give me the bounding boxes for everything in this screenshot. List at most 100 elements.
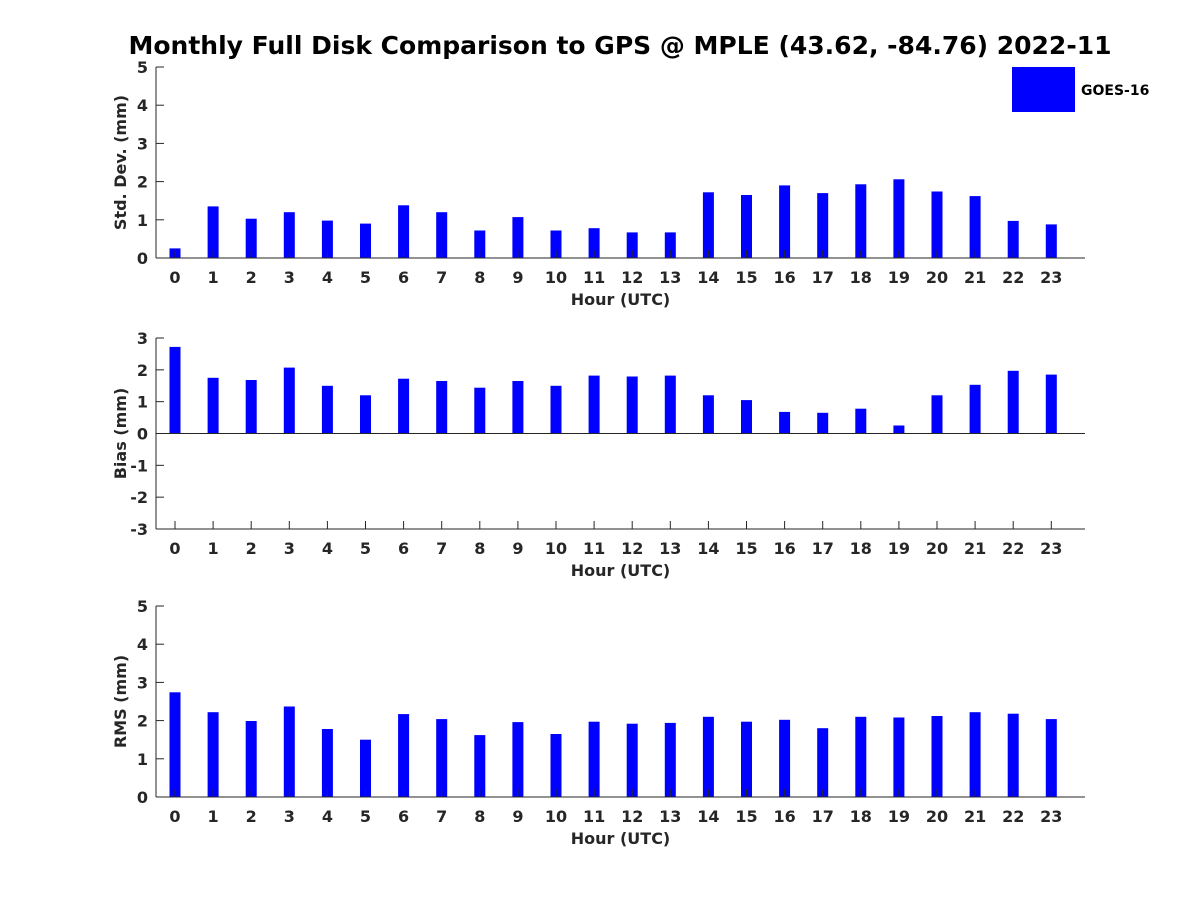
bias-bar-14: [702, 395, 714, 434]
rms-ytick-label-2: 2: [137, 712, 148, 731]
rms-bar-21: [969, 712, 981, 797]
bias-bar-15: [741, 400, 752, 434]
bias-bar-8: [474, 387, 486, 434]
bias-bar-17: [817, 412, 829, 434]
stddev-bar-14: [702, 192, 714, 258]
rms-y-label: RMS (mm): [111, 655, 130, 748]
rms-xtick-label-18: 18: [850, 807, 872, 826]
bias-xtick-label-21: 21: [964, 539, 986, 558]
bias-xtick-label-11: 11: [583, 539, 605, 558]
bias-bar-18: [855, 408, 867, 434]
bias-ytick-label-3: 3: [137, 329, 148, 348]
rms-bar-22: [1007, 713, 1019, 797]
stddev-bar-20: [931, 191, 943, 258]
rms-bar-4: [321, 729, 333, 797]
rms-bar-12: [626, 723, 638, 797]
bias-xtick-label-6: 6: [398, 539, 409, 558]
rms-xtick-label-2: 2: [246, 807, 257, 826]
rms-bar-18: [855, 716, 867, 797]
bias-bar-0: [169, 346, 181, 434]
rms-bar-13: [664, 722, 676, 797]
rms-xtick-label-6: 6: [398, 807, 409, 826]
bias-y-label: Bias (mm): [111, 388, 130, 480]
bias-xtick-label-0: 0: [169, 539, 180, 558]
rms-xtick-label-23: 23: [1040, 807, 1062, 826]
rms-xtick-label-8: 8: [474, 807, 485, 826]
bias-xtick-label-4: 4: [322, 539, 333, 558]
bias-bar-7: [436, 381, 448, 434]
rms-xtick-label-22: 22: [1002, 807, 1024, 826]
bias-ytick-label-1: 1: [137, 393, 148, 412]
bias-xtick-label-7: 7: [436, 539, 447, 558]
stddev-xtick-label-19: 19: [888, 268, 910, 287]
rms-bar-9: [512, 722, 524, 797]
rms-xtick-label-11: 11: [583, 807, 605, 826]
rms-xtick-label-12: 12: [621, 807, 643, 826]
stddev-xtick-label-3: 3: [284, 268, 295, 287]
bias-xtick-label-5: 5: [360, 539, 371, 558]
stddev-bar-13: [664, 232, 676, 258]
bias-xtick-label-15: 15: [735, 539, 757, 558]
rms-ytick-label-5: 5: [137, 597, 148, 616]
rms-ytick-label-3: 3: [137, 673, 148, 692]
stddev-bar-23: [1045, 224, 1057, 258]
stddev-xtick-label-4: 4: [322, 268, 333, 287]
stddev-xtick-label-21: 21: [964, 268, 986, 287]
bias-bar-23: [1045, 374, 1057, 434]
stddev-y-label: Std. Dev. (mm): [111, 95, 130, 230]
rms-bar-15: [741, 721, 752, 797]
bias-xtick-label-18: 18: [850, 539, 872, 558]
stddev-bar-18: [855, 184, 867, 258]
bias-bar-1: [207, 377, 219, 434]
rms-xtick-label-4: 4: [322, 807, 333, 826]
rms-xtick-label-3: 3: [284, 807, 295, 826]
stddev-bar-4: [321, 220, 333, 258]
rms-ytick-label-4: 4: [137, 635, 148, 654]
rms-bar-23: [1045, 719, 1057, 797]
stddev-xtick-label-14: 14: [697, 268, 719, 287]
bias-xtick-label-12: 12: [621, 539, 643, 558]
rms-ytick-label-0: 0: [137, 788, 148, 807]
stddev-bar-9: [512, 217, 524, 258]
rms-xtick-label-14: 14: [697, 807, 719, 826]
stddev-ytick-label-1: 1: [137, 211, 148, 230]
bias-bar-19: [893, 425, 905, 434]
stddev-ytick-label-5: 5: [137, 58, 148, 77]
rms-xtick-label-1: 1: [208, 807, 219, 826]
rms-xtick-label-9: 9: [512, 807, 523, 826]
bias-xtick-label-22: 22: [1002, 539, 1024, 558]
bias-xtick-label-8: 8: [474, 539, 485, 558]
stddev-xtick-label-13: 13: [659, 268, 681, 287]
rms-xtick-label-7: 7: [436, 807, 447, 826]
stddev-xtick-label-7: 7: [436, 268, 447, 287]
stddev-xtick-label-18: 18: [850, 268, 872, 287]
stddev-bar-15: [741, 195, 752, 258]
bias-x-label: Hour (UTC): [571, 561, 671, 580]
bias-bar-16: [779, 411, 791, 434]
chart-title: Monthly Full Disk Comparison to GPS @ MP…: [129, 31, 1112, 60]
bias-xtick-label-14: 14: [697, 539, 719, 558]
stddev-xtick-label-8: 8: [474, 268, 485, 287]
stddev-bar-12: [626, 232, 638, 258]
stddev-xtick-label-23: 23: [1040, 268, 1062, 287]
stddev-bar-1: [207, 206, 219, 258]
legend-swatch-goes-16: [1012, 67, 1075, 112]
stddev-bar-10: [550, 230, 562, 258]
rms-bar-17: [817, 728, 829, 797]
bias-xtick-label-9: 9: [512, 539, 523, 558]
rms-xtick-label-16: 16: [773, 807, 795, 826]
rms-xtick-label-5: 5: [360, 807, 371, 826]
stddev-ytick-label-0: 0: [137, 249, 148, 268]
stddev-xtick-label-10: 10: [545, 268, 567, 287]
rms-bar-7: [436, 719, 448, 797]
stddev-bar-2: [245, 218, 257, 258]
stddev-bar-6: [398, 205, 410, 258]
legend: GOES-16: [1012, 67, 1149, 112]
bias-bar-5: [360, 395, 371, 434]
rms-bar-10: [550, 734, 562, 797]
bias-xtick-label-2: 2: [246, 539, 257, 558]
